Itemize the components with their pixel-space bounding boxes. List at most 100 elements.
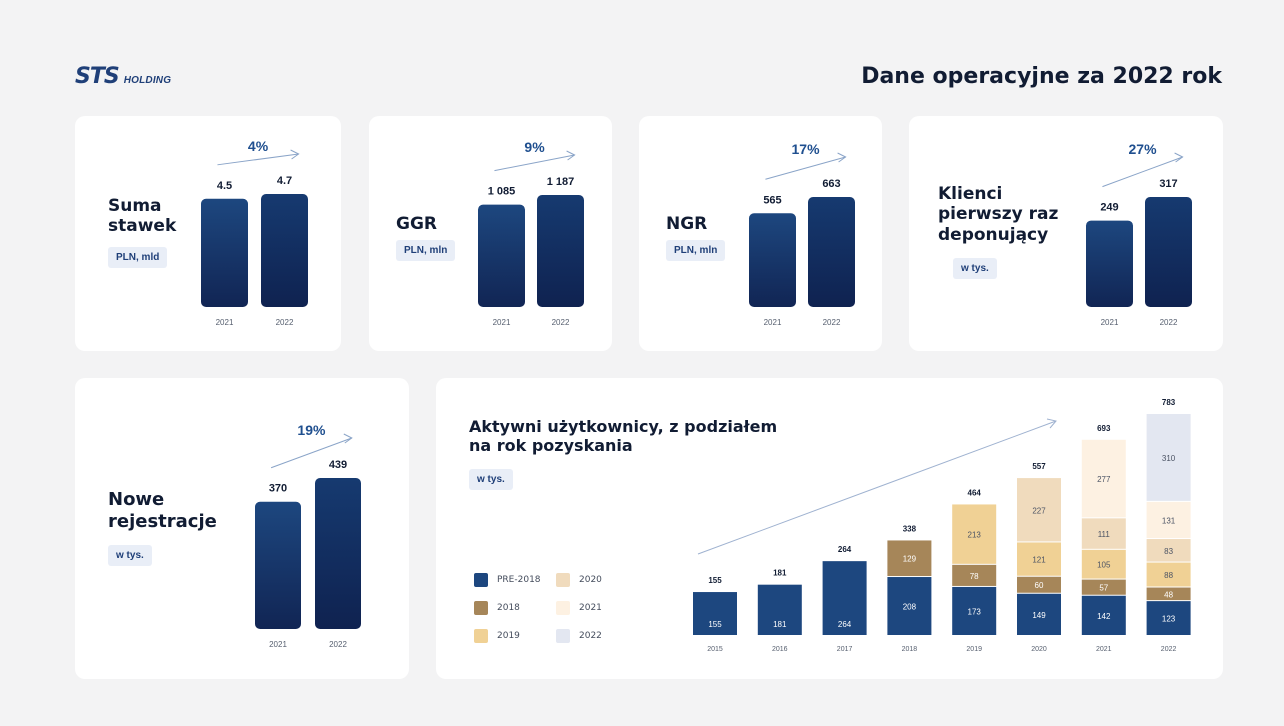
card-title: NGR <box>666 214 708 234</box>
arrow-head <box>566 150 576 161</box>
segment-label: 57 <box>1099 584 1108 593</box>
bar-2022 <box>808 197 855 307</box>
segment-label: 208 <box>903 603 917 612</box>
bar-segment-2018 <box>887 540 932 577</box>
card-ngr: NGR PLN, mln 565 2021 663 2022 17% <box>639 116 882 351</box>
x-tick-label: 2019 <box>966 646 982 653</box>
legend-item: 2019 <box>474 629 556 643</box>
x-tick-label: 2022 <box>329 640 347 649</box>
bar-chart-ggr: 1 085 2021 1 187 2022 9% <box>478 139 584 327</box>
growth-label: 9% <box>524 139 545 155</box>
legend-item: PRE-2018 <box>474 573 556 587</box>
legend-swatch <box>556 629 570 643</box>
total-label: 338 <box>903 524 917 533</box>
x-tick-label: 2022 <box>1160 318 1178 327</box>
value-label: 4.5 <box>217 180 232 192</box>
x-tick-label: 2021 <box>1101 318 1119 327</box>
total-label: 464 <box>968 488 982 497</box>
bar-segment-2019 <box>1017 542 1061 576</box>
card-nowe-rejestracje: Nowe rejestracje w tys. 370 2021 439 2022 19… <box>75 378 409 679</box>
bar-segment-2019 <box>1146 562 1191 587</box>
legend-label: 2019 <box>497 631 520 641</box>
x-tick-label: 2022 <box>1161 646 1177 653</box>
segment-label: 105 <box>1097 561 1111 570</box>
legend-item: 2022 <box>556 629 638 643</box>
growth-arrow <box>217 153 299 166</box>
x-tick-label: 2022 <box>552 318 570 327</box>
bar-segment-2018 <box>1017 576 1061 593</box>
legend-swatch <box>474 601 488 615</box>
growth-label: 17% <box>792 141 821 157</box>
x-tick-label: 2022 <box>823 318 841 327</box>
value-label: 4.7 <box>277 175 292 187</box>
total-label: 181 <box>773 569 787 578</box>
arrow-head <box>1174 152 1184 163</box>
bar-segment-PRE-2018 <box>1146 601 1191 635</box>
segment-label: 310 <box>1162 454 1176 463</box>
bar-segment-2018 <box>1146 587 1191 601</box>
bar-segment-2020 <box>1017 478 1061 542</box>
x-tick-label: 2021 <box>1096 646 1112 653</box>
value-label: 249 <box>1100 202 1118 214</box>
legend-label: 2020 <box>579 575 602 585</box>
bar-2022 <box>315 478 361 629</box>
bar-segment-2019 <box>1081 549 1126 579</box>
unit-badge: PLN, mld <box>108 247 168 268</box>
legend-swatch <box>474 629 488 643</box>
bar-segment-2018 <box>952 564 997 586</box>
card-ggr: GGR PLN, mln 1 085 2021 1 187 2022 9% <box>369 116 612 351</box>
bar-2021 <box>749 213 796 307</box>
bar-2022 <box>1145 197 1192 307</box>
card-klienci: Klienci pierwszy raz deponujący w tys. 2… <box>909 116 1223 351</box>
segment-label: 121 <box>1032 556 1046 565</box>
bar-chart-ngr: 565 2021 663 2022 17% <box>749 141 855 327</box>
trend-arrow <box>697 420 1057 555</box>
arrow-head <box>1046 418 1057 429</box>
growth-arrow <box>494 154 575 172</box>
value-label: 1 187 <box>547 176 575 188</box>
bar-segment-PRE-2018 <box>693 592 737 635</box>
bar-2022 <box>537 195 584 307</box>
card-title: GGR <box>396 214 437 234</box>
segment-label: 111 <box>1098 530 1111 539</box>
segment-label: 213 <box>968 531 982 540</box>
card-title: Aktywni użytkownicy, z podziałem na rok … <box>469 417 778 456</box>
x-tick-label: 2018 <box>902 646 918 653</box>
x-tick-label: 2021 <box>764 318 782 327</box>
bar-2021 <box>1086 220 1133 307</box>
value-label: 370 <box>269 483 287 495</box>
bar-chart-klienci: 249 2021 317 2022 27% <box>1086 141 1192 327</box>
x-tick-label: 2021 <box>269 640 287 649</box>
legend-swatch <box>556 573 570 587</box>
x-tick-label: 2015 <box>707 646 723 653</box>
bar-segment-PRE-2018 <box>1081 595 1126 635</box>
legend-item: 2018 <box>474 601 556 615</box>
value-label: 1 085 <box>488 186 516 198</box>
segment-label: 60 <box>1035 581 1044 590</box>
card-aktywni-uzytkownicy: Aktywni użytkownicy, z podziałem na rok … <box>436 378 1223 679</box>
bar-segment-2022 <box>1146 414 1191 501</box>
x-tick-label: 2021 <box>493 318 511 327</box>
bar-segment-PRE-2018 <box>1017 593 1061 635</box>
segment-label: 142 <box>1097 612 1111 621</box>
legend-item: 2021 <box>556 601 638 615</box>
bar-2021 <box>478 204 525 307</box>
bar-segment-PRE-2018 <box>952 586 997 635</box>
segment-label: 78 <box>970 572 979 581</box>
growth-arrow <box>1102 156 1183 188</box>
bar-segment-2019 <box>952 504 997 564</box>
unit-badge: w tys. <box>953 258 997 279</box>
logo-text: HOLDING <box>123 75 172 86</box>
card-suma-stawek: Suma stawek PLN, mld 4.5 2021 4.7 2022 4% <box>75 116 341 351</box>
bar-segment-PRE-2018 <box>822 561 867 635</box>
stacked-bar-chart-aktywni: 155 155 2015 181 181 2016 264 264 2017 208 129 338 2… <box>693 398 1191 653</box>
growth-label: 19% <box>297 422 326 438</box>
total-label: 557 <box>1032 462 1046 471</box>
legend-label: PRE-2018 <box>497 575 541 585</box>
segment-label: 277 <box>1097 475 1111 484</box>
total-label: 693 <box>1097 424 1111 433</box>
total-label: 264 <box>838 545 852 554</box>
bar-chart-nowe: 370 2021 439 2022 19% <box>255 422 361 649</box>
page-title: Dane operacyjne za 2022 rok <box>861 64 1222 89</box>
legend-label: 2022 <box>579 631 602 641</box>
